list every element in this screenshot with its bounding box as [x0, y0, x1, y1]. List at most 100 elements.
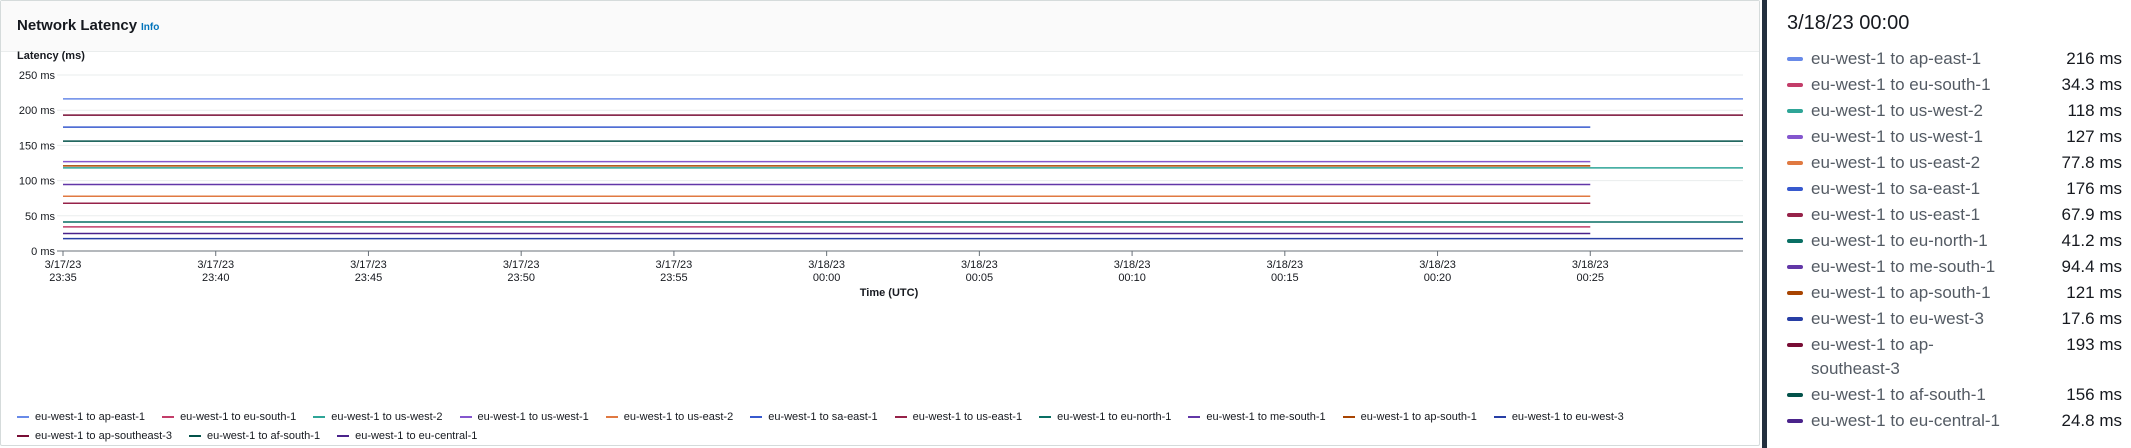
- tooltip-series-label: eu-west-1 to eu-west-3: [1811, 309, 1984, 328]
- latency-line-chart[interactable]: Latency (ms) 0 ms 50 ms 100 ms 150 ms 200 ms 2…: [1, 51, 1759, 403]
- legend-label: eu-west-1 to us-east-1: [912, 411, 1023, 423]
- x-tick-label-time: 23:40: [202, 272, 230, 284]
- series-color-swatch: [1787, 135, 1803, 139]
- series-color-swatch: [1787, 161, 1803, 165]
- x-tick-label-date: 3/17/23: [656, 259, 693, 271]
- legend-swatch: [17, 435, 29, 437]
- tooltip-series-label: eu-west-1 to us-east-2: [1811, 153, 1981, 172]
- y-tick-label: 50 ms: [25, 211, 55, 223]
- tooltip-series-value: 216 ms: [2066, 49, 2122, 68]
- tooltip-series-label: eu-west-1 to us-west-2: [1811, 101, 1983, 120]
- legend-label: eu-west-1 to me-south-1: [1206, 411, 1326, 423]
- tooltip-series-label: eu-west-1 to ap-south-1: [1811, 283, 1991, 302]
- tooltip-series-value: 176 ms: [2066, 179, 2122, 198]
- legend-item[interactable]: eu-west-1 to af-south-1: [188, 430, 321, 442]
- x-tick-label-date: 3/18/23: [808, 259, 845, 271]
- legend-label: eu-west-1 to us-east-2: [623, 411, 734, 423]
- tooltip-row: eu-west-1 to af-south-1 156 ms: [1787, 383, 2122, 407]
- x-tick-label-time: 00:20: [1424, 272, 1452, 284]
- x-tick-label-date: 3/18/23: [1419, 259, 1456, 271]
- series-color-swatch: [1787, 83, 1803, 87]
- legend-item[interactable]: eu-west-1 to sa-east-1: [750, 411, 878, 423]
- legend-item[interactable]: eu-west-1 to eu-west-3: [1493, 411, 1624, 423]
- info-link[interactable]: Info: [141, 22, 160, 33]
- network-latency-panel: Network Latency Info Latency (ms) 0 ms 50 …: [0, 0, 1760, 446]
- tooltip-row: eu-west-1 to ap-east-1 216 ms: [1787, 47, 2122, 71]
- legend-item[interactable]: eu-west-1 to ap-east-1: [17, 411, 145, 423]
- tooltip-series-list: eu-west-1 to ap-east-1 216 ms eu-west-1 to…: [1787, 47, 2122, 435]
- legend-item[interactable]: eu-west-1 to us-east-1: [894, 411, 1023, 423]
- tooltip-series-label: eu-west-1 to us-west-1: [1811, 127, 1983, 146]
- panel-divider[interactable]: [1762, 0, 1767, 448]
- panel-header: Network Latency Info: [1, 1, 1759, 52]
- legend-item[interactable]: eu-west-1 to us-west-2: [313, 411, 443, 423]
- tooltip-row: eu-west-1 to us-east-2 77.8 ms: [1787, 151, 2122, 175]
- legend-label: eu-west-1 to eu-north-1: [1057, 411, 1172, 423]
- x-tick-label-time: 00:10: [1118, 272, 1146, 284]
- panel-title: Network Latency: [17, 17, 138, 34]
- tooltip-series-label: eu-west-1 to eu-south-1: [1811, 75, 1991, 94]
- x-tick-label-date: 3/18/23: [961, 259, 998, 271]
- series-color-swatch: [1787, 317, 1803, 321]
- x-tick-label-time: 00:15: [1271, 272, 1299, 284]
- legend-item[interactable]: eu-west-1 to us-east-2: [605, 411, 734, 423]
- tooltip-series-label: eu-west-1 to me-south-1: [1811, 257, 1996, 276]
- legend-label: eu-west-1 to us-west-2: [331, 411, 443, 423]
- legend-swatch: [337, 435, 350, 437]
- tooltip-series-value: 193 ms: [2066, 335, 2122, 354]
- y-tick-label: 200 ms: [19, 105, 56, 117]
- tooltip-series-label: eu-west-1 to us-east-1: [1811, 205, 1981, 224]
- legend-swatch: [1188, 416, 1201, 418]
- x-tick-label-time: 23:55: [660, 272, 688, 284]
- series-color-swatch: [1787, 213, 1803, 217]
- tooltip-series-label: eu-west-1 to af-south-1: [1811, 385, 1986, 404]
- tooltip-series-label: eu-west-1 to sa-east-1: [1811, 179, 1981, 198]
- chart-legend-row-1: eu-west-1 to ap-east-1 eu-west-1 to eu-so…: [17, 409, 1641, 423]
- x-tick-label-time: 23:50: [507, 272, 535, 284]
- legend-item[interactable]: eu-west-1 to ap-south-1: [1342, 411, 1477, 423]
- y-tick-label: 150 ms: [19, 140, 56, 152]
- y-tick-label: 100 ms: [19, 176, 56, 188]
- legend-item[interactable]: eu-west-1 to eu-south-1: [162, 411, 296, 423]
- tooltip-row: eu-west-1 to ap-south-1 121 ms: [1787, 281, 2122, 305]
- tooltip-series-label: eu-west-1 to ap-east-1: [1811, 49, 1982, 68]
- tooltip-row: eu-west-1 to eu-north-1 41.2 ms: [1787, 229, 2122, 253]
- y-axis-label: Latency (ms): [17, 51, 85, 62]
- x-tick-label-time: 00:25: [1577, 272, 1605, 284]
- tooltip-series-value: 156 ms: [2066, 385, 2122, 404]
- legend-item[interactable]: eu-west-1 to eu-north-1: [1039, 411, 1171, 423]
- legend-swatch: [188, 435, 201, 437]
- legend-item[interactable]: eu-west-1 to eu-central-1: [337, 430, 477, 442]
- legend-item[interactable]: eu-west-1 to me-south-1: [1188, 411, 1326, 423]
- tooltip-series-value: 121 ms: [2066, 283, 2122, 302]
- x-tick-label-time: 23:45: [355, 272, 383, 284]
- series-color-swatch: [1787, 239, 1803, 243]
- x-axis-label: Time (UTC): [860, 287, 919, 299]
- legend-swatch: [17, 416, 29, 418]
- tooltip-series-value: 118 ms: [2067, 101, 2123, 120]
- series-color-swatch: [1787, 265, 1803, 269]
- legend-label: eu-west-1 to ap-southeast-3: [35, 430, 172, 442]
- tooltip-timestamp: 3/18/23 00:00: [1787, 12, 1910, 34]
- series-color-swatch: [1787, 57, 1803, 61]
- series-color-swatch: [1787, 419, 1803, 423]
- tooltip-series-label: eu-west-1 to ap-southeast-3: [1811, 335, 1934, 378]
- legend-label: eu-west-1 to eu-west-3: [1511, 411, 1624, 423]
- tooltip-series-value: 94.4 ms: [2061, 257, 2122, 276]
- series-color-swatch: [1787, 187, 1803, 191]
- legend-swatch: [459, 416, 472, 418]
- legend-item[interactable]: eu-west-1 to us-west-1: [459, 411, 589, 423]
- legend-label: eu-west-1 to sa-east-1: [768, 411, 878, 423]
- legend-label: eu-west-1 to af-south-1: [206, 430, 321, 442]
- legend-item[interactable]: eu-west-1 to ap-southeast-3: [17, 430, 172, 442]
- tooltip-series-label: eu-west-1 to eu-central-1: [1811, 411, 2000, 430]
- tooltip-row: eu-west-1 to eu-central-1 24.8 ms: [1787, 409, 2122, 433]
- legend-label: eu-west-1 to eu-south-1: [180, 411, 297, 423]
- tooltip-series-value: 127 ms: [2066, 127, 2122, 146]
- tooltip-row: eu-west-1 to eu-west-3 17.6 ms: [1787, 307, 2122, 331]
- legend-swatch: [750, 416, 763, 418]
- legend-swatch: [1039, 416, 1052, 418]
- tooltip-row: eu-west-1 to me-south-1 94.4 ms: [1787, 255, 2122, 279]
- x-tick-label-time: 23:35: [49, 272, 77, 284]
- tooltip-row: eu-west-1 to us-west-2 118 ms: [1787, 99, 2122, 123]
